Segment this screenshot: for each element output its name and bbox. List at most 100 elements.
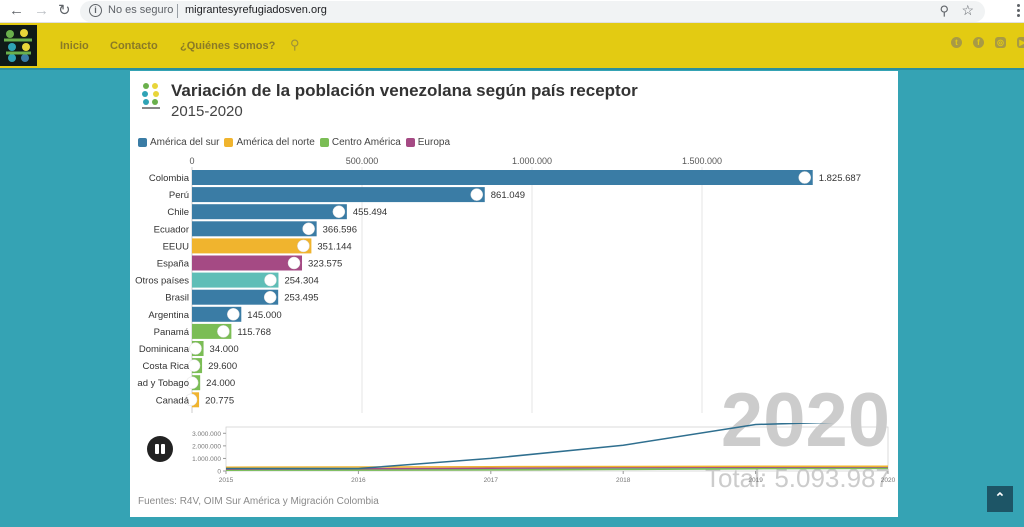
- legend-item[interactable]: Centro América: [319, 137, 401, 148]
- category-label: Panamá: [154, 327, 190, 338]
- flag-icon: [184, 393, 198, 407]
- flag-icon: [470, 188, 484, 201]
- flag-icon: [217, 325, 230, 338]
- category-label: Otros países: [135, 276, 189, 287]
- legend-swatch: [319, 138, 329, 147]
- legend-swatch: [224, 138, 234, 147]
- info-icon[interactable]: i: [89, 4, 102, 17]
- chart-legend: América del sur América del norte Centro…: [138, 137, 450, 148]
- bar[interactable]: [192, 238, 312, 254]
- scroll-to-top-button[interactable]: ⌃: [987, 486, 1013, 512]
- youtube-icon[interactable]: ▶: [1017, 37, 1024, 48]
- chart-subtitle: 2015-2020: [171, 103, 243, 120]
- flag-icon: [189, 342, 202, 355]
- nav-link-contacto[interactable]: Contacto: [110, 40, 158, 52]
- flag-icon: [798, 171, 811, 184]
- security-label: No es seguro: [108, 4, 174, 16]
- value-label: 29.600: [208, 361, 237, 372]
- bar[interactable]: [192, 204, 347, 220]
- legend-label: Europa: [417, 137, 451, 148]
- chart-title: Variación de la población venezolana seg…: [171, 81, 638, 100]
- series-line[interactable]: [226, 423, 888, 470]
- flag-icon: [287, 256, 301, 270]
- value-label: 861.049: [491, 190, 525, 201]
- logo-people-icon: [4, 29, 32, 62]
- flag-icon: [332, 205, 346, 218]
- divider: [177, 4, 178, 18]
- x-tick-label: 2017: [484, 477, 499, 484]
- x-tick-label: 500.000: [346, 156, 379, 166]
- x-tick-label: 2016: [351, 477, 366, 484]
- value-label: 323.575: [308, 259, 342, 270]
- site-logo[interactable]: [0, 25, 37, 66]
- x-tick-label: 1.500.000: [682, 156, 722, 166]
- facebook-icon[interactable]: f: [973, 37, 984, 48]
- x-tick-label: 0: [189, 156, 194, 166]
- category-label: Dominicana: [139, 344, 190, 355]
- value-label: 24.000: [206, 378, 235, 389]
- nav-link-quienes-somos[interactable]: ¿Quiénes somos?: [180, 40, 276, 52]
- instagram-icon[interactable]: ◎: [995, 37, 1006, 48]
- plot-frame: [225, 426, 889, 472]
- bar[interactable]: [192, 255, 303, 271]
- series-line[interactable]: [225, 467, 889, 471]
- flag-icon: [263, 290, 277, 304]
- y-tick-label: 0: [217, 469, 221, 476]
- series-line[interactable]: [225, 465, 888, 468]
- legend-label: América del norte: [236, 137, 315, 148]
- value-label: 115.768: [237, 327, 271, 338]
- value-label: 351.144: [317, 241, 351, 252]
- category-label: EEUU: [163, 241, 190, 252]
- y-tick-label: 3.000.000: [192, 431, 221, 438]
- pause-button[interactable]: [147, 436, 173, 462]
- back-button[interactable]: ←: [9, 2, 24, 19]
- header-divider: [0, 68, 1024, 70]
- x-tick-label: 1.000.000: [512, 156, 552, 166]
- category-label: Chile: [167, 207, 189, 218]
- reload-button[interactable]: ↻: [58, 2, 71, 19]
- value-label: 1.825.687: [819, 173, 861, 184]
- bar[interactable]: [192, 170, 813, 185]
- menu-icon[interactable]: [1017, 4, 1020, 18]
- year-label: 2020: [721, 378, 890, 463]
- chart-card: Variación de la población venezolana seg…: [130, 71, 898, 517]
- timeline-line-chart[interactable]: 0 1.000.000 2.000.000 3.000.000 2015 2016 2017…: [130, 423, 898, 493]
- url-text[interactable]: migrantesyrefugiadosven.org: [185, 4, 327, 16]
- legend-item[interactable]: Europa: [405, 137, 451, 148]
- nav-link-inicio[interactable]: Inicio: [60, 40, 89, 52]
- value-label: 145.000: [247, 310, 281, 321]
- flag-icon: [264, 273, 277, 287]
- legend-item[interactable]: América del norte: [224, 137, 315, 148]
- bar[interactable]: [192, 272, 279, 288]
- category-label: España: [157, 259, 190, 270]
- flag-icon: [187, 359, 201, 372]
- x-tick-label: 2018: [616, 477, 631, 484]
- forward-button[interactable]: →: [34, 2, 49, 19]
- value-label: 253.495: [284, 293, 318, 304]
- bookmark-star-icon[interactable]: ☆: [961, 2, 974, 18]
- value-label: 20.775: [205, 395, 234, 406]
- site-header: Inicio Contacto ¿Quiénes somos? ⚲ t f ◎ …: [0, 23, 1024, 68]
- browser-toolbar: ← → ↻ i No es seguro migrantesyrefugiado…: [0, 0, 1024, 23]
- legend-swatch: [405, 138, 415, 147]
- value-label: 254.304: [284, 276, 318, 287]
- search-icon[interactable]: ⚲: [290, 37, 300, 52]
- x-tick-label: 2015: [219, 477, 234, 484]
- twitter-icon[interactable]: t: [951, 37, 962, 48]
- x-tick-label: 2020: [881, 477, 896, 484]
- bar[interactable]: [192, 187, 485, 203]
- category-label: Canadá: [156, 395, 190, 406]
- legend-item[interactable]: América del sur: [138, 137, 219, 148]
- category-label: Perú: [169, 190, 189, 201]
- bar-chart: 0 500.000 1.000.000 1.500.000 Colombia 1.825…: [135, 156, 890, 493]
- legend-swatch: [138, 138, 147, 147]
- category-label: Argentina: [148, 310, 189, 321]
- address-bar[interactable]: i No es seguro migrantesyrefugiadosven.o…: [80, 1, 985, 22]
- flag-icon: [185, 376, 199, 389]
- flag-icon: [227, 308, 240, 321]
- flag-icon: [302, 222, 315, 236]
- bar[interactable]: [192, 221, 317, 237]
- flag-icon: [297, 239, 310, 253]
- zoom-icon[interactable]: ⚲: [939, 3, 949, 18]
- bar[interactable]: [192, 289, 279, 305]
